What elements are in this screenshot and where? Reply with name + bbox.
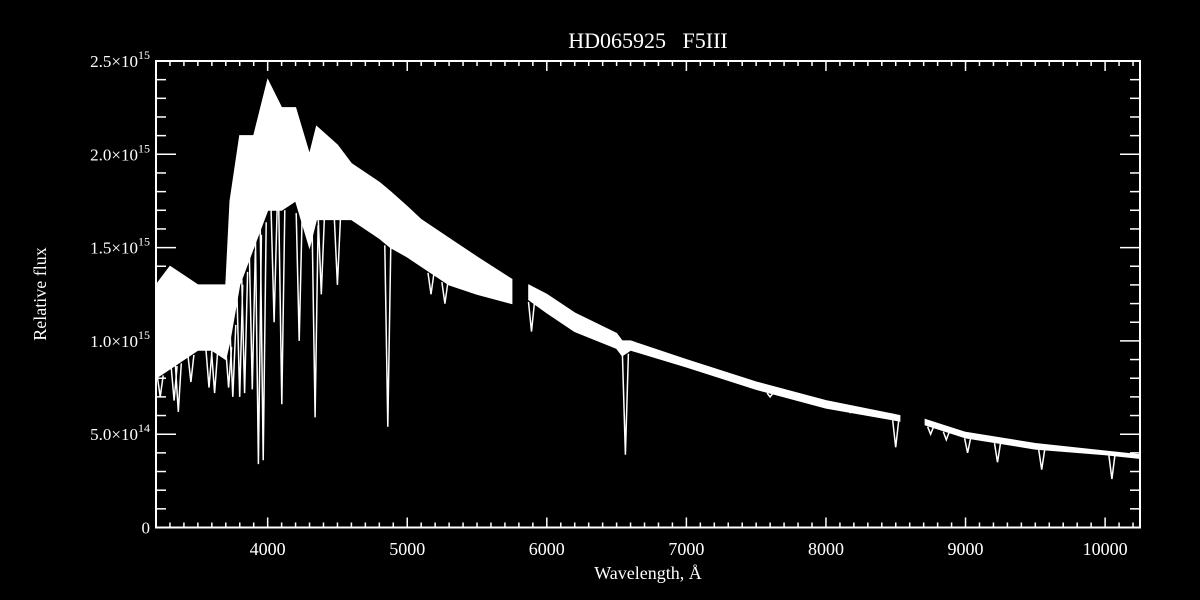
y-tick-mantissa: 2.0×10 (90, 145, 138, 164)
y-tick-exponent: 15 (138, 235, 150, 249)
absorption-line (993, 442, 1002, 463)
absorption-line (229, 324, 237, 397)
x-tick-label: 5000 (389, 539, 425, 559)
absorption-line (926, 426, 935, 437)
absorption-line (527, 301, 536, 332)
absorption-line (187, 354, 195, 383)
absorption-line (248, 251, 257, 390)
absorption-line (270, 210, 278, 323)
axis-ticks (156, 61, 1140, 528)
plot-area (155, 78, 1141, 480)
absorption-line (295, 213, 303, 341)
y-tick-exponent: 14 (138, 421, 150, 435)
absorption-line (333, 219, 342, 285)
x-tick-label: 10000 (1083, 539, 1128, 559)
absorption-line (240, 271, 249, 394)
y-tick-mantissa: 0 (142, 519, 151, 538)
absorption-line (766, 392, 774, 399)
absorption-line (278, 210, 286, 405)
absorption-line (963, 438, 972, 454)
y-tick-label: 5.0×1014 (90, 421, 150, 444)
y-tick-label: 1.0×1015 (90, 328, 150, 351)
y-tick-label: 2.5×1015 (90, 48, 150, 71)
absorption-line (384, 245, 392, 427)
y-tick-exponent: 15 (138, 328, 150, 342)
absorption-line (1037, 449, 1046, 470)
spectrum-segment-2 (924, 418, 1141, 460)
absorption-line (311, 225, 319, 418)
absorption-line (849, 411, 856, 414)
y-tick-mantissa: 1.5×10 (90, 239, 138, 258)
y-tick-label: 1.5×1015 (90, 235, 150, 258)
absorption-line (891, 420, 900, 448)
spectrum-segment-1 (528, 284, 901, 422)
absorption-line (235, 284, 244, 397)
y-tick-mantissa: 2.5×10 (90, 52, 138, 71)
y-tick-exponent: 15 (138, 48, 150, 62)
x-tick-label: 4000 (250, 539, 286, 559)
y-axis-label: Relative flux (30, 247, 50, 340)
y-tick-mantissa: 5.0×10 (90, 425, 138, 444)
tick-labels: 4000 5000 6000 7000 8000 9000 10000 0 5.0×1014 1.… (90, 48, 1127, 559)
y-tick-label: 2.0×1015 (90, 141, 150, 164)
y-tick-label: 0 (142, 519, 151, 538)
absorption-line (259, 222, 267, 461)
spectrum-segment-0 (155, 78, 513, 380)
absorption-line (621, 353, 630, 455)
y-tick-exponent: 15 (138, 141, 150, 155)
absorption-line (427, 272, 435, 295)
absorption-line (205, 350, 213, 388)
absorption-line (254, 234, 263, 465)
absorption-line (1108, 455, 1116, 480)
absorption-line (174, 363, 183, 412)
x-tick-label: 6000 (529, 539, 565, 559)
x-tick-label: 8000 (808, 539, 844, 559)
x-tick-label: 7000 (668, 539, 704, 559)
absorption-line (317, 219, 326, 295)
chart-title: HD065925 F5III (568, 28, 728, 53)
plot-frame (155, 60, 1141, 529)
x-tick-label: 9000 (948, 539, 984, 559)
absorption-line (210, 352, 219, 394)
absorption-line (441, 281, 449, 304)
absorption-line (942, 431, 951, 442)
y-tick-mantissa: 1.0×10 (90, 332, 138, 351)
x-axis-label: Wavelength, Å (594, 563, 702, 583)
